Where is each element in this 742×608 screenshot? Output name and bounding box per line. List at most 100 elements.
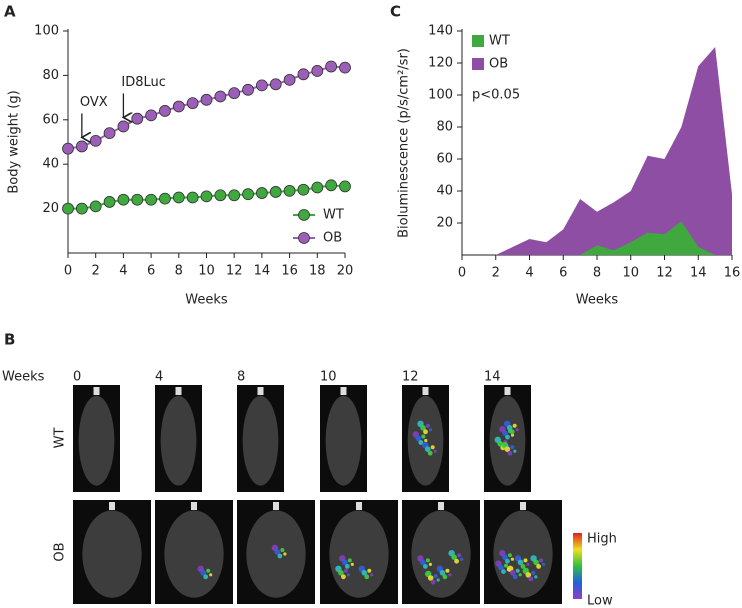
x-tick-label: 0 <box>458 266 466 281</box>
annotation: p<0.05 <box>472 88 520 103</box>
signal-spot <box>518 573 522 577</box>
legend-label: WT <box>323 208 344 223</box>
signal-spot <box>433 449 437 453</box>
data-point <box>214 90 227 103</box>
y-tick-label: 100 <box>34 24 59 39</box>
signal-spot <box>344 564 350 569</box>
mouse-tag <box>93 387 100 395</box>
data-point <box>103 196 116 208</box>
row-label: WT <box>53 428 68 449</box>
signal-spot <box>420 425 426 431</box>
y-tick-label: 40 <box>436 184 453 199</box>
signal-spot <box>506 425 513 431</box>
data-point <box>200 190 213 203</box>
data-point <box>117 193 130 206</box>
x-tick-label: 12 <box>656 266 673 281</box>
week-label: 10 <box>320 370 337 385</box>
data-point <box>228 87 241 100</box>
signal-spot <box>283 552 287 556</box>
colorbar <box>573 533 582 599</box>
x-tick-label: 20 <box>337 264 354 279</box>
row-label: OB <box>53 542 68 561</box>
signal-spot <box>423 564 428 569</box>
y-tick-label: 60 <box>42 112 59 127</box>
signal-spot <box>539 558 544 563</box>
signal-spot <box>509 429 515 435</box>
signal-spot <box>510 445 515 450</box>
y-axis-label: Body weight (g) <box>7 90 22 193</box>
colorbar-label: Low <box>587 594 613 608</box>
signal-spot <box>502 430 508 436</box>
signal-spot <box>418 440 424 445</box>
signal-spot <box>507 450 513 456</box>
data-point <box>89 134 102 147</box>
data-point <box>325 60 338 73</box>
signal-spot <box>367 568 372 573</box>
mouse-tag <box>520 502 526 510</box>
weeks-label: Weeks <box>2 370 45 385</box>
signal-spot <box>424 446 431 453</box>
signal-spot <box>203 574 209 580</box>
data-point <box>103 127 116 140</box>
data-point <box>117 120 130 133</box>
mouse-body <box>329 510 389 598</box>
signal-spot <box>534 575 538 579</box>
data-point <box>159 105 171 117</box>
signal-spot <box>433 574 438 578</box>
signal-spot <box>370 573 374 577</box>
panel-label: A <box>4 3 16 21</box>
mouse-body <box>489 395 526 486</box>
signal-spot <box>525 572 532 578</box>
signal-spot <box>510 433 515 437</box>
signal-spot <box>350 562 354 567</box>
signal-spot <box>451 554 457 560</box>
data-point <box>89 200 102 213</box>
signal-spot <box>531 570 536 575</box>
mouse-tag <box>438 502 444 510</box>
data-point <box>75 202 88 215</box>
data-point <box>255 187 268 199</box>
signal-spot <box>341 574 346 580</box>
signal-spot <box>517 559 524 566</box>
x-tick-label: 8 <box>593 266 601 281</box>
signal-spot <box>436 578 440 582</box>
series-area <box>462 47 732 255</box>
signal-spot <box>439 570 446 576</box>
x-tick-label: 6 <box>559 266 567 281</box>
signal-spot <box>424 438 428 443</box>
signal-spot <box>501 569 506 574</box>
colorbar-label: High <box>587 532 617 547</box>
signal-spot <box>523 558 528 563</box>
annotation: OVX <box>80 95 108 110</box>
panel-label: B <box>4 331 15 349</box>
mouse-tag <box>273 502 279 510</box>
data-point <box>172 191 185 204</box>
series-area <box>462 221 732 255</box>
x-tick-label: 14 <box>690 266 707 281</box>
mouse-tag <box>109 502 115 510</box>
x-tick-label: 16 <box>724 266 741 281</box>
signal-spot <box>528 576 534 582</box>
y-tick-label: 120 <box>428 56 453 71</box>
legend-swatch <box>472 58 484 70</box>
data-point <box>297 68 310 81</box>
data-point <box>186 97 199 110</box>
mouse-tag <box>175 387 182 395</box>
y-tick-label: 80 <box>42 68 59 83</box>
signal-spot <box>512 574 518 580</box>
mouse-body <box>411 510 471 598</box>
data-point <box>228 189 241 202</box>
x-tick-label: 0 <box>64 264 72 279</box>
signal-spot <box>209 573 213 577</box>
legend-marker <box>298 232 310 244</box>
y-tick-label: 20 <box>436 216 453 231</box>
signal-spot <box>361 570 368 576</box>
signal-spot <box>448 573 452 577</box>
week-label: 14 <box>484 370 501 385</box>
legend-label: OB <box>323 231 342 246</box>
data-point <box>325 179 338 192</box>
signal-spot <box>428 428 433 432</box>
data-point <box>62 202 74 215</box>
y-axis-label: Bioluminescence (p/s/cm²/sr) <box>397 48 412 238</box>
signal-spot <box>364 574 370 580</box>
